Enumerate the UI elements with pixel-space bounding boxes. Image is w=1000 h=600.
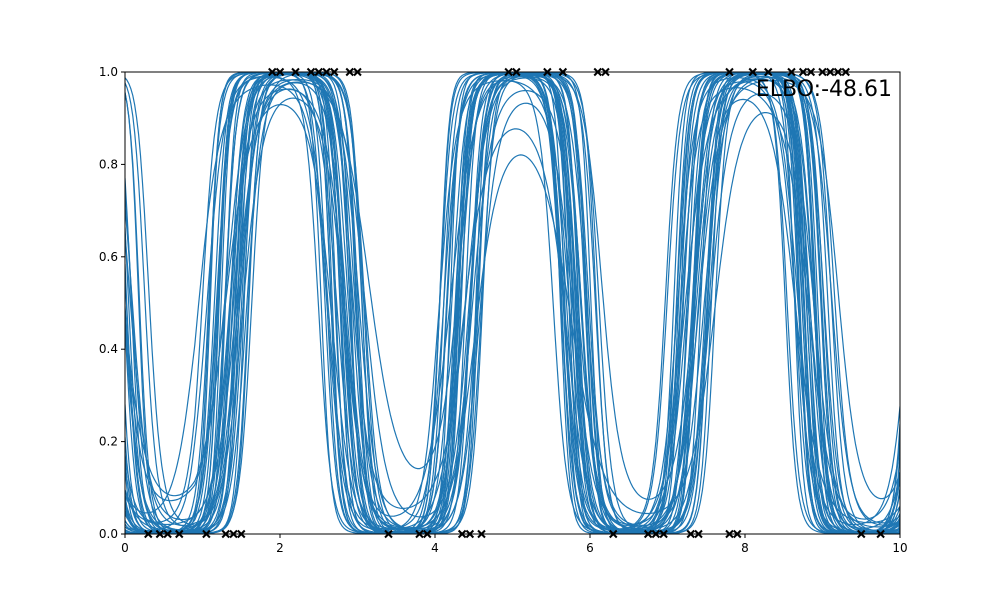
- sample-line: [125, 78, 900, 534]
- x-axis: 0 2 4 6 8 10: [121, 534, 908, 555]
- y-tick-label: 0.0: [99, 527, 118, 541]
- x-tick-label: 2: [276, 541, 284, 555]
- x-tick-label: 6: [586, 541, 594, 555]
- x-tick-label: 10: [892, 541, 907, 555]
- plot-frame: [124, 71, 901, 535]
- y-axis: 0.0 0.2 0.4 0.6 0.8 1.0: [99, 65, 125, 541]
- x-tick-label: 0: [121, 541, 129, 555]
- sample-line: [125, 81, 900, 533]
- x-tick-label: 4: [431, 541, 439, 555]
- y-tick-label: 1.0: [99, 65, 118, 79]
- x-tick-label: 8: [741, 541, 749, 555]
- y-tick-label: 0.2: [99, 435, 118, 449]
- y-tick-label: 0.8: [99, 157, 118, 171]
- y-tick-label: 0.4: [99, 342, 118, 356]
- elbo-annotation: ELBO:-48.61: [756, 77, 892, 102]
- sample-line: [125, 75, 900, 527]
- y-tick-label: 0.6: [99, 250, 118, 264]
